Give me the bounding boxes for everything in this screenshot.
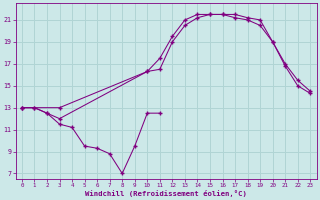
X-axis label: Windchill (Refroidissement éolien,°C): Windchill (Refroidissement éolien,°C) (85, 190, 247, 197)
